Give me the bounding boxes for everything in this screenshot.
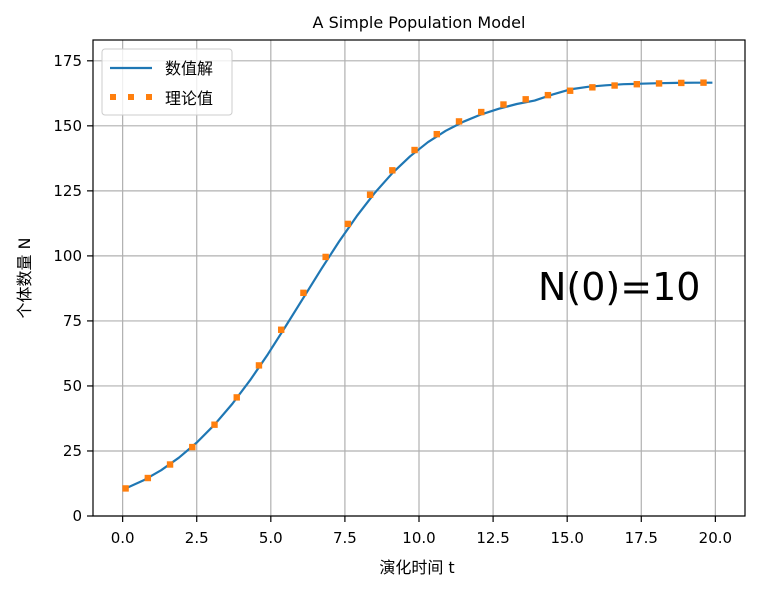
- legend-swatch-theory-1: [110, 94, 116, 100]
- x-tick-label: 15.0: [550, 529, 583, 547]
- theory-point: [478, 108, 485, 116]
- y-tick-label: 50: [63, 377, 82, 395]
- axis-ticks: 0.0 2.5 5.0 7.5 10.0 12.5 15.0 17.5 20.0 0 25 50 75 1…: [53, 52, 732, 547]
- legend-label-theory: 理论值: [165, 89, 213, 108]
- x-tick-label: 17.5: [625, 529, 658, 547]
- y-tick-label: 175: [53, 52, 82, 70]
- x-tick-label: 5.0: [259, 529, 283, 547]
- theory-point: [700, 79, 707, 86]
- theory-point: [611, 82, 618, 89]
- theory-point: [189, 443, 196, 451]
- theory-point: [678, 79, 685, 87]
- y-tick-label: 0: [72, 507, 82, 525]
- theory-point: [633, 81, 641, 88]
- legend-label-numeric: 数值解: [165, 59, 213, 78]
- y-tick-label: 25: [63, 442, 82, 460]
- theory-point: [366, 191, 374, 198]
- theory-point: [544, 91, 552, 99]
- theory-point: [411, 146, 418, 154]
- theory-point: [655, 80, 663, 87]
- legend-swatch-theory-2: [128, 94, 134, 100]
- x-tick-label: 0.0: [111, 529, 135, 547]
- theory-point: [277, 326, 285, 333]
- x-tick-label: 7.5: [333, 529, 357, 547]
- theory-point: [255, 362, 263, 369]
- y-axis-label: 个体数量 N: [15, 237, 34, 318]
- y-tick-label: 75: [63, 312, 82, 330]
- y-tick-label: 125: [53, 182, 82, 200]
- theory-point: [122, 485, 129, 492]
- legend-box: [101, 48, 233, 116]
- theory-point: [322, 253, 329, 261]
- theory-point: [455, 118, 463, 125]
- x-axis-label: 演化时间 t: [379, 558, 454, 577]
- theory-point: [522, 96, 529, 103]
- series-layer: [122, 79, 713, 492]
- theory-point: [211, 421, 218, 428]
- theory-point: [300, 289, 307, 297]
- legend: 数值解 理论值: [101, 48, 233, 116]
- theory-point: [144, 474, 152, 482]
- theory-point: [500, 101, 507, 108]
- legend-swatch-theory-3: [146, 94, 152, 100]
- y-tick-label: 100: [53, 247, 82, 265]
- theory-point: [166, 461, 174, 468]
- x-tick-label: 12.5: [476, 529, 509, 547]
- chart-title: A Simple Population Model: [313, 13, 526, 32]
- y-tick-label: 150: [53, 117, 82, 135]
- grid-lines: [93, 40, 745, 517]
- theory-point: [344, 220, 352, 228]
- annotation-initial-condition: N(0)=10: [538, 265, 700, 309]
- theory-point: [566, 87, 574, 94]
- x-tick-label: 10.0: [402, 529, 435, 547]
- theory-point: [233, 394, 240, 401]
- x-tick-label: 2.5: [185, 529, 209, 547]
- x-tick-label: 20.0: [699, 529, 732, 547]
- theory-point: [389, 167, 396, 174]
- theory-point: [589, 84, 596, 91]
- theory-point: [433, 130, 440, 138]
